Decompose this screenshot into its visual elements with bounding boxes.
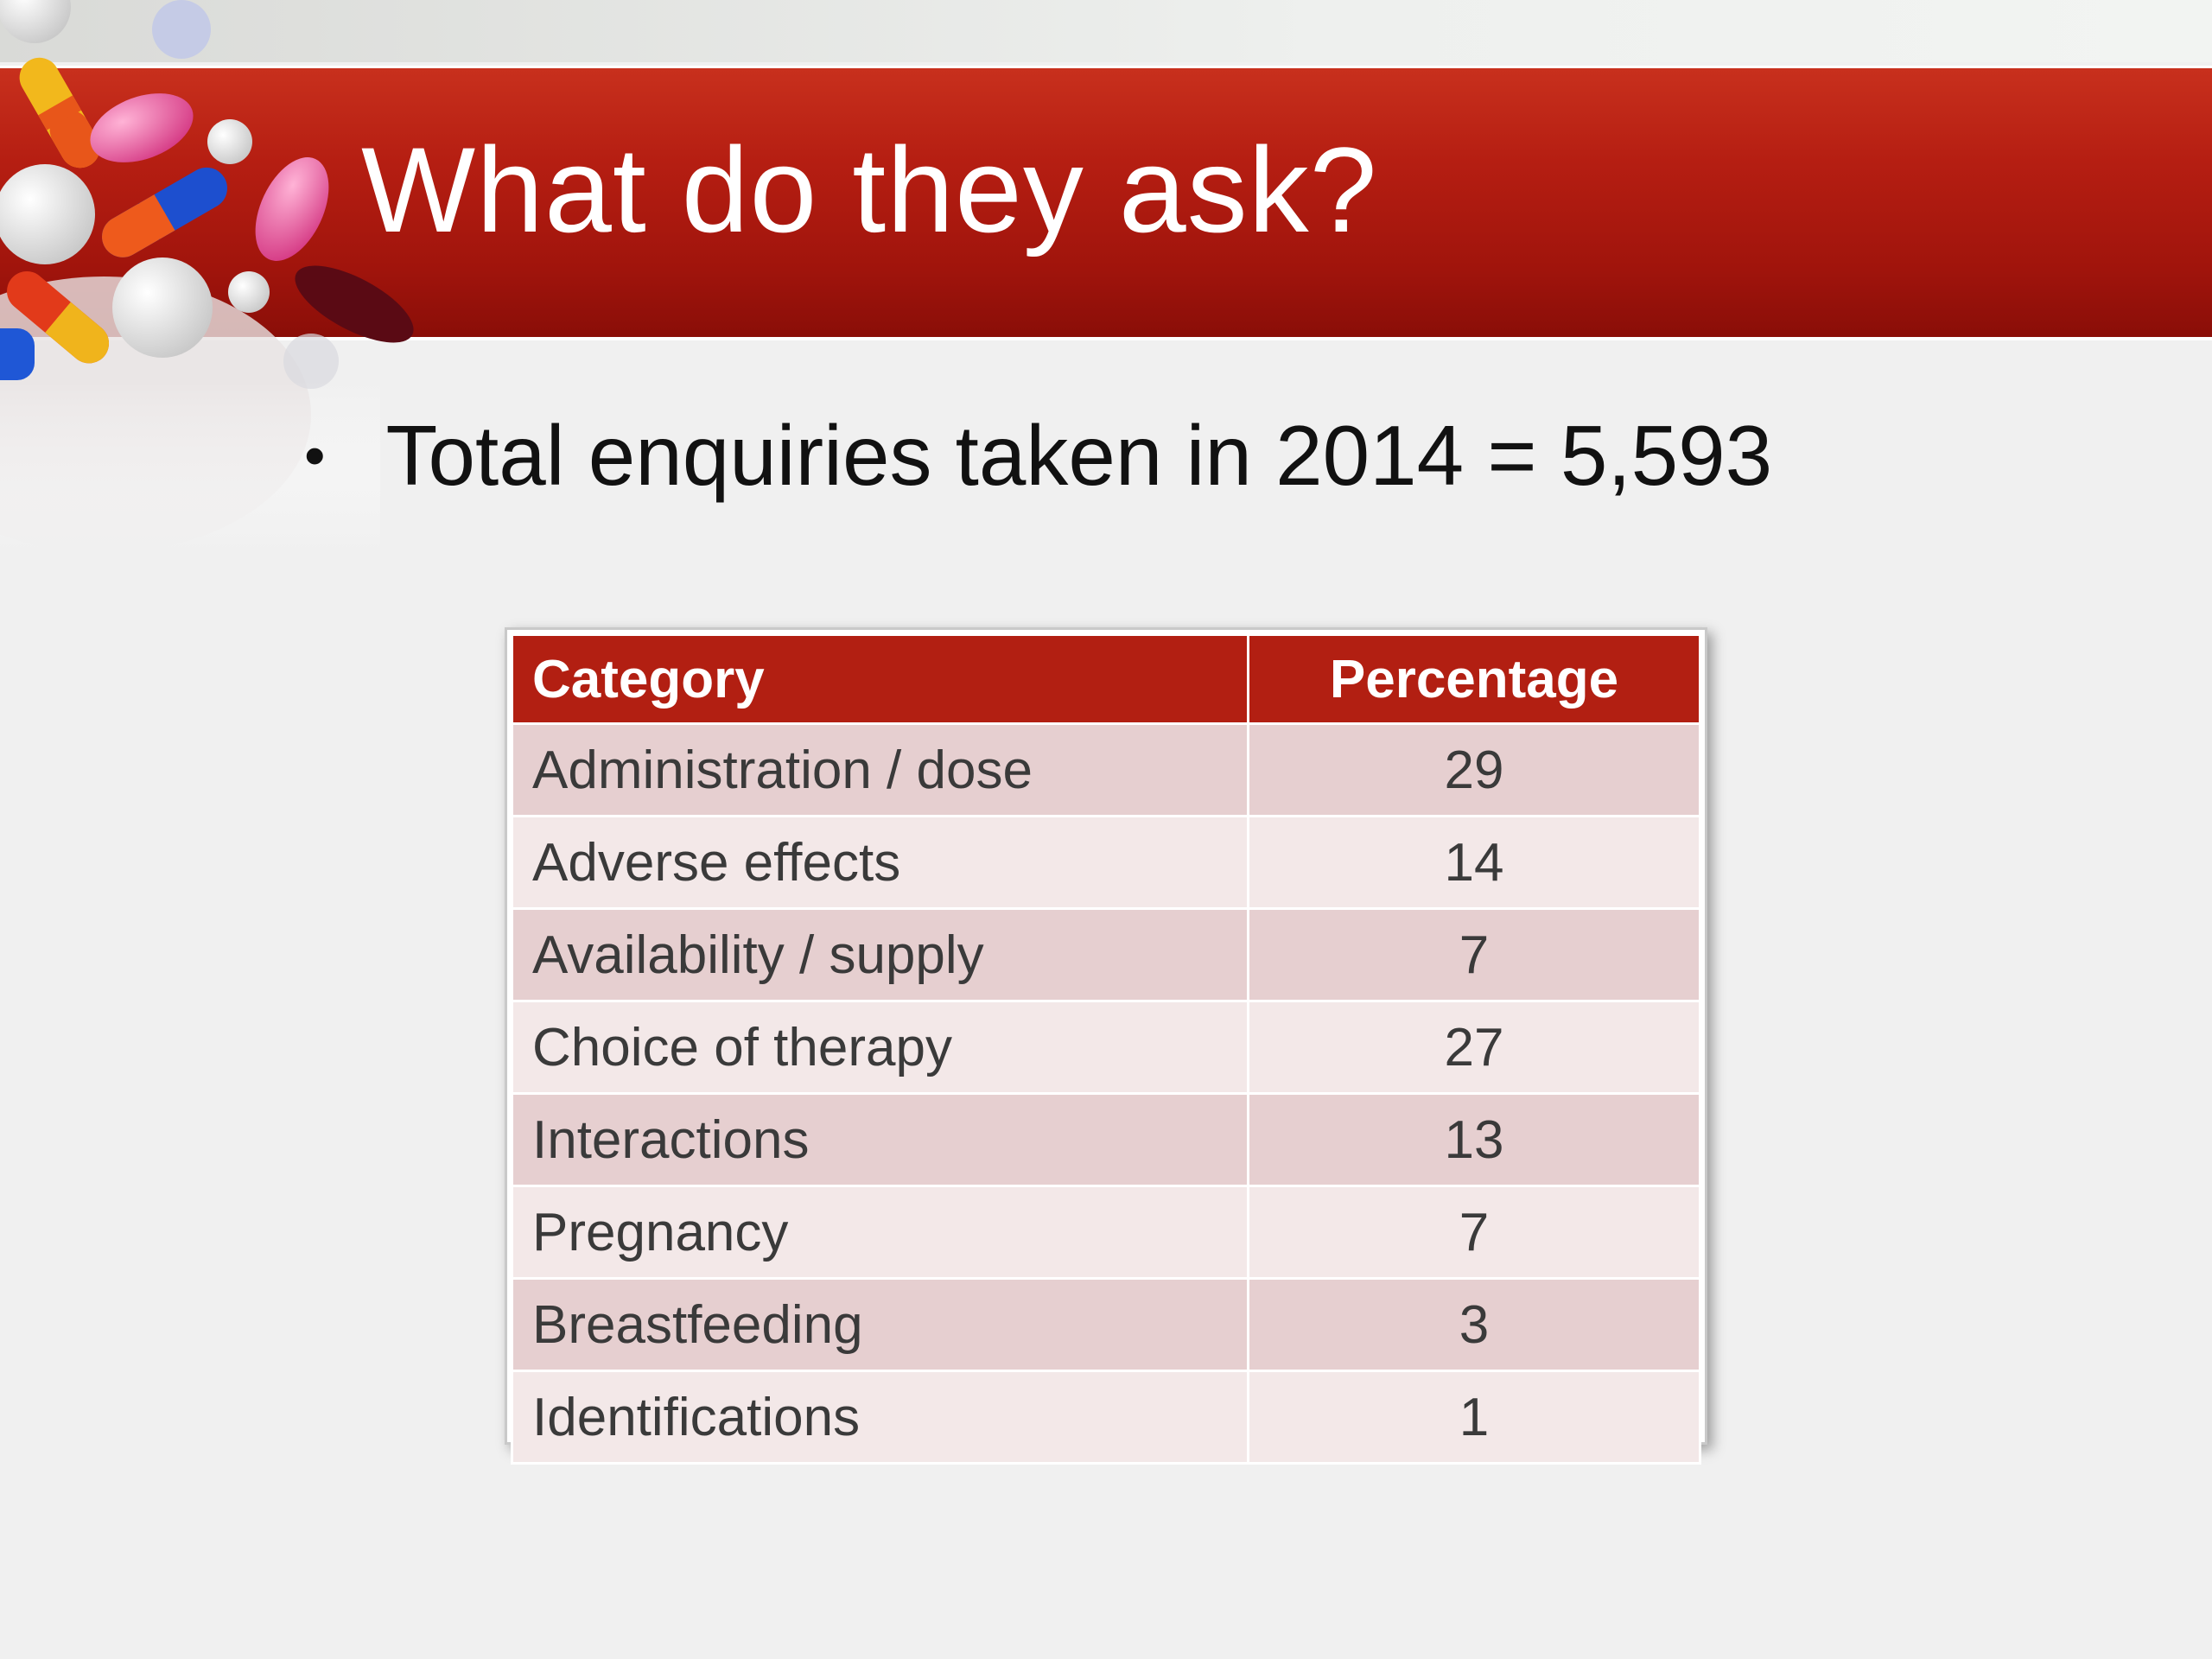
- percentage-cell: 7: [1247, 1185, 1701, 1280]
- percentage-cell: 27: [1247, 1000, 1701, 1095]
- category-cell: Choice of therapy: [511, 1000, 1249, 1095]
- enquiry-category-table: Category Percentage Administration / dos…: [505, 627, 1707, 1465]
- category-cell: Pregnancy: [511, 1185, 1249, 1280]
- table-header-row: Category Percentage: [511, 633, 1701, 725]
- top-strip: [0, 0, 2212, 62]
- category-cell: Availability / supply: [511, 907, 1249, 1002]
- percentage-cell: 14: [1247, 815, 1701, 910]
- table-row: Adverse effects 14: [511, 815, 1701, 910]
- table-row: Administration / dose 29: [511, 722, 1701, 817]
- table-row: Availability / supply 7: [511, 907, 1701, 1002]
- bullet-text: Total enquiries taken in 2014 = 5,593: [385, 408, 1773, 503]
- table-row: Pregnancy 7: [511, 1185, 1701, 1280]
- category-cell: Adverse effects: [511, 815, 1249, 910]
- percentage-cell: 3: [1247, 1277, 1701, 1372]
- table-row: Identifications 1: [511, 1370, 1701, 1465]
- category-cell: Interactions: [511, 1092, 1249, 1187]
- table-row: Choice of therapy 27: [511, 1000, 1701, 1095]
- category-cell: Identifications: [511, 1370, 1249, 1465]
- bullet-item: • Total enquiries taken in 2014 = 5,593: [304, 413, 1772, 498]
- category-cell: Breastfeeding: [511, 1277, 1249, 1372]
- table-row: Interactions 13: [511, 1092, 1701, 1187]
- category-cell: Administration / dose: [511, 722, 1249, 817]
- column-header-percentage: Percentage: [1247, 633, 1701, 725]
- data-table: Category Percentage Administration / dos…: [511, 633, 1701, 1465]
- pills-and-capsules-image: [0, 0, 414, 553]
- table-row: Breastfeeding 3: [511, 1277, 1701, 1372]
- column-header-category: Category: [511, 633, 1249, 725]
- percentage-cell: 29: [1247, 722, 1701, 817]
- percentage-cell: 1: [1247, 1370, 1701, 1465]
- slide-title: What do they ask?: [361, 122, 1378, 257]
- bullet-icon: •: [304, 422, 326, 489]
- percentage-cell: 13: [1247, 1092, 1701, 1187]
- percentage-cell: 7: [1247, 907, 1701, 1002]
